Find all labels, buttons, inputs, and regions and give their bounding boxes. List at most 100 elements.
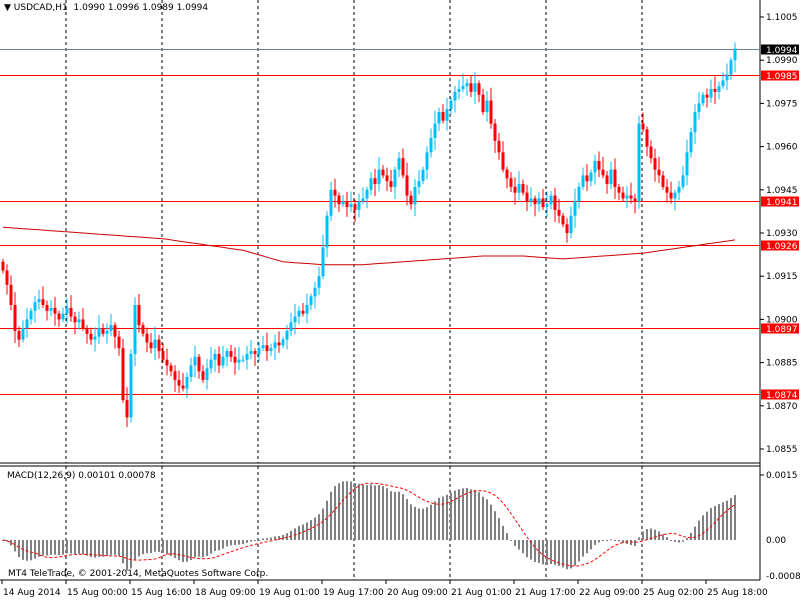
candle-body [77,319,81,323]
candle-body [365,189,369,199]
candle-body [37,299,41,303]
candle [53,296,57,326]
candle-body [437,112,441,124]
candle [569,206,573,239]
candle [449,97,453,115]
candle [365,186,369,209]
candle-body [333,189,337,196]
candle-body [61,313,65,320]
candle-body [141,325,145,334]
macd-histogram-bar [14,540,16,552]
candle [417,170,421,195]
candle-body [393,169,397,187]
candle [113,322,117,349]
candle [729,57,733,80]
candle-body [73,316,77,323]
candle-body [5,270,9,285]
candle [501,141,505,173]
macd-histogram-bar [266,538,268,540]
candle-body [673,192,677,199]
macd-histogram-bar [162,540,164,553]
current-price-label: 1.0994 [766,46,798,56]
candle [373,168,377,197]
candle-body [153,339,157,349]
candle [485,91,489,122]
price-tick-label: 1.0900 [766,315,798,325]
candle [649,140,653,164]
macd-histogram-bar [706,511,708,540]
macd-histogram-bar [594,540,596,545]
candle [209,346,213,374]
candle-body [677,186,681,193]
candle [253,348,257,367]
candle-body [253,351,257,354]
candle-body [513,186,517,193]
macd-histogram-bar [318,514,320,540]
macd-histogram-bar [674,540,676,542]
macd-histogram-bar [578,540,580,562]
symbol-label: USDCAD,H1 [13,3,68,13]
candle [201,365,205,383]
candle [181,372,185,392]
macd-histogram-bar [338,483,340,540]
candle-body [277,342,281,346]
candle-body [149,342,153,349]
macd-histogram-bar [646,528,648,540]
candle [529,187,533,207]
moving-average-line [2,226,736,266]
candle-body [249,351,253,354]
candle-body [541,198,545,208]
macd-histogram-bar [510,539,512,541]
macd-histogram-bar [342,481,344,540]
candle [213,349,217,372]
macd-histogram-bar [686,538,688,540]
macd-histogram-bar [550,540,552,565]
candle-body [417,181,421,187]
candle-body [197,356,201,372]
macd-histogram-bar [302,524,304,540]
macd-histogram-bar [146,540,148,554]
candle [541,188,545,210]
candle-body [205,368,209,380]
macd-histogram-bar [222,540,224,549]
candle-body [261,345,265,349]
collapse-triangle-icon[interactable]: ▼ [4,3,11,13]
candle-body [421,169,425,182]
candle-body [449,100,453,110]
candle-body [193,356,197,366]
candle-body [69,307,73,317]
candle [393,166,397,200]
macd-histogram-bar [418,508,420,540]
candle-body [657,169,661,176]
macd-histogram-bar [250,540,252,542]
candle [249,339,253,360]
macd-histogram-bar [426,507,428,540]
candle-body [425,152,429,170]
macd-header: MACD(12,26,9) 0.00101 0.00078 [7,471,156,481]
candle-body [101,328,105,334]
macd-histogram-bar [410,504,412,540]
candle-body [361,198,365,202]
macd-histogram-bar [78,540,80,554]
candle-body [389,181,393,187]
candle [241,355,245,363]
macd-histogram-bar [610,539,612,541]
candle-body [169,365,173,372]
candle [637,115,641,209]
candle [405,162,409,206]
candle [325,211,329,258]
candle [605,170,609,194]
macd-histogram-bar [186,540,188,562]
macd-histogram-bar [238,540,240,545]
candle [57,310,61,327]
candle-body [445,109,449,121]
macd-histogram-bar [690,532,692,540]
candle [89,327,93,345]
macd-histogram-bar [390,491,392,540]
macd-histogram-bar [638,537,640,540]
candle-body [89,333,93,340]
macd-histogram-bar [142,540,144,555]
macd-histogram-bar [698,520,700,540]
candle [693,104,697,145]
